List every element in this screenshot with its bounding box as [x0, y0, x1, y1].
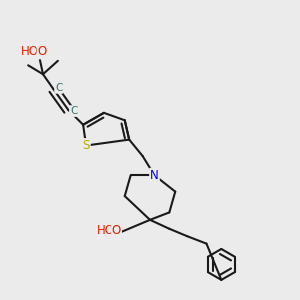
Text: HO: HO — [96, 224, 114, 237]
Text: HO: HO — [21, 45, 39, 58]
Text: S: S — [82, 139, 90, 152]
Text: O: O — [112, 224, 121, 237]
Text: O: O — [38, 45, 47, 58]
Text: C: C — [70, 106, 77, 116]
Text: C: C — [55, 83, 62, 93]
Text: N: N — [150, 169, 159, 182]
